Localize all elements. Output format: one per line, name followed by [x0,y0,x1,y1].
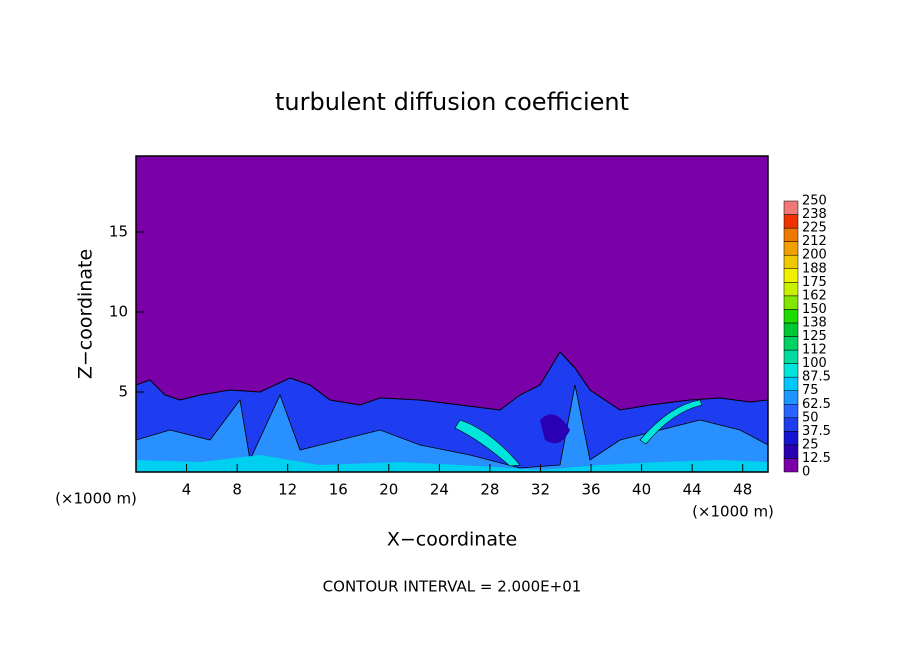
colorbar-swatch [783,349,799,364]
x-tick-label: 8 [232,481,242,499]
contour-field [135,351,769,473]
x-tick-label: 44 [683,481,702,499]
colorbar-label: 238 [802,207,827,222]
colorbar-label: 175 [802,275,827,290]
colorbar-label: 0 [802,465,810,480]
x-tick-label: 12 [278,481,297,499]
colorbar-label: 162 [802,288,827,303]
x-tick-label: 16 [329,481,348,499]
colorbar-swatch [783,309,799,324]
colorbar-swatch [783,390,799,405]
annotation: CONTOUR INTERVAL = 2.000E+01 [323,578,582,596]
x-tick-label: 20 [379,481,398,499]
colorbar-swatch [783,444,799,459]
colorbar-swatch [783,404,799,419]
colorbar-swatch [783,268,799,283]
colorbar-label: 200 [802,248,827,263]
colorbar-swatch [783,241,799,256]
colorbar-label: 75 [802,383,819,398]
colorbar-label: 225 [802,221,827,236]
y-tick-label: 5 [118,383,128,401]
x-unit-right: (×1000 m) [692,503,774,521]
colorbar-swatch [783,282,799,297]
colorbar-swatch [783,295,799,310]
colorbar-swatch [783,336,799,351]
colorbar-label: 37.5 [802,424,831,439]
colorbar-label: 50 [802,410,819,425]
x-tick-label: 40 [632,481,651,499]
plot-frame [135,155,769,473]
x-tick-label: 24 [430,481,449,499]
colorbar-label: 62.5 [802,397,831,412]
colorbar-label: 188 [802,261,827,276]
y-tick-label: 15 [109,223,128,241]
colorbar-swatch [783,458,799,473]
x-tick-label: 28 [480,481,499,499]
y-tick-label: 10 [109,303,128,321]
colorbar-label: 100 [802,356,827,371]
colorbar-label: 212 [802,234,827,249]
colorbar-label: 138 [802,315,827,330]
colorbar-label: 25 [802,437,819,452]
colorbar-swatch [783,363,799,378]
chart-title: turbulent diffusion coefficient [275,88,629,116]
x-unit-left: (×1000 m) [55,490,137,508]
colorbar-swatch [783,322,799,337]
x-axis-label: X−coordinate [387,529,517,551]
colorbar-swatch [783,417,799,432]
x-tick-label: 4 [182,481,192,499]
colorbar-swatch [783,200,799,215]
colorbar-swatch [783,254,799,269]
y-axis-label: Z−coordinate [75,249,97,379]
colorbar-label: 87.5 [802,370,831,385]
colorbar-swatch [783,431,799,446]
x-tick-label: 32 [531,481,550,499]
colorbar-label: 125 [802,329,827,344]
x-tick-label: 48 [733,481,752,499]
colorbar-swatch [783,376,799,391]
colorbar-label: 150 [802,302,827,317]
colorbar-label: 112 [802,343,827,358]
colorbar-label: 250 [802,194,827,209]
colorbar-label: 12.5 [802,451,831,466]
colorbar-swatch [783,214,799,229]
colorbar-swatch [783,227,799,242]
x-tick-label: 36 [581,481,600,499]
